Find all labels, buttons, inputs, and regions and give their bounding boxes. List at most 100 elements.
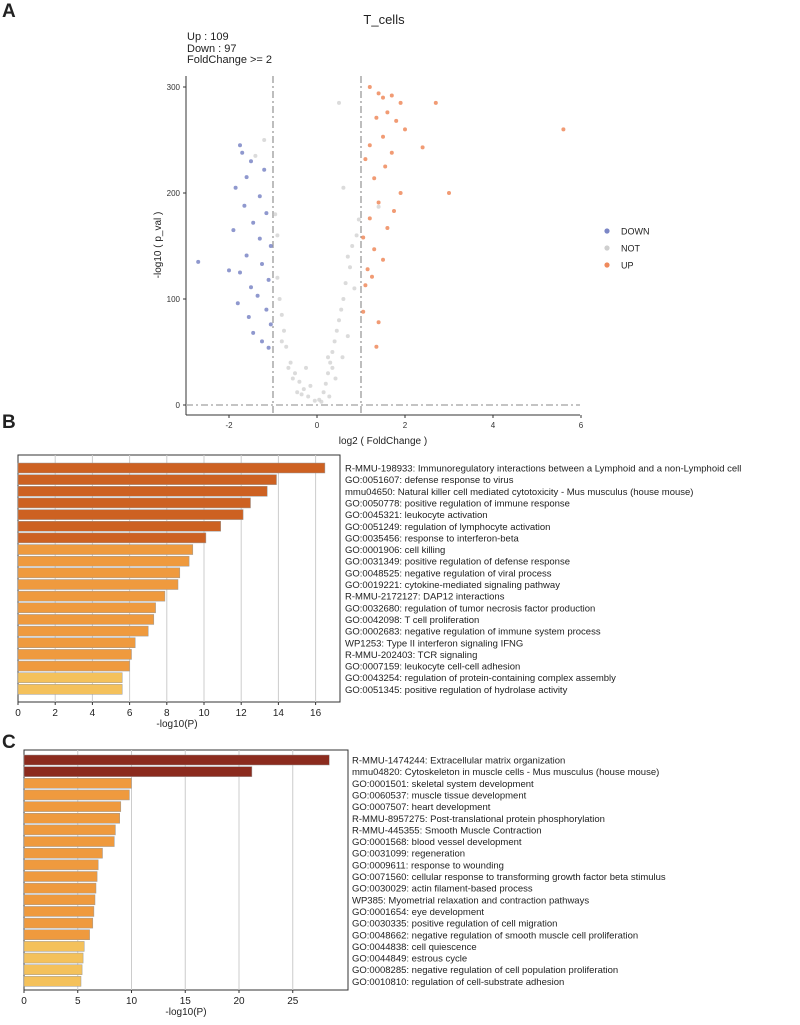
bar-c-bar xyxy=(23,836,115,847)
volcano-point-down xyxy=(242,203,247,208)
volcano-point-up xyxy=(363,157,368,162)
volcano-point-not xyxy=(334,328,339,333)
volcano-point-up xyxy=(385,110,390,115)
volcano-point-not xyxy=(279,339,284,344)
volcano-point-up xyxy=(376,320,381,325)
volcano-point-not xyxy=(339,307,344,312)
bar-c-bar xyxy=(23,859,99,871)
volcano-info: Up : 109 Down : 97 FoldChange >= 2 xyxy=(187,31,272,67)
volcano-point-not xyxy=(308,383,313,388)
volcano-point-up xyxy=(374,115,379,120)
volcano-point-not xyxy=(350,244,355,248)
volcano-point-not xyxy=(354,233,359,238)
volcano-point-not xyxy=(337,318,341,323)
legend-label-not: NOT xyxy=(621,244,641,254)
bar-c-x-tick-label: 0 xyxy=(21,996,27,1007)
volcano-point-down xyxy=(268,244,273,248)
bar-c-term-label: GO:0008285: negative regulation of cell … xyxy=(352,965,618,976)
volcano-point-up xyxy=(403,127,407,132)
bar-c-term-label: GO:0010810: regulation of cell-substrate… xyxy=(352,977,564,988)
bar-b-bar xyxy=(17,614,155,625)
bar-b-bar xyxy=(17,602,156,614)
volcano-point-down xyxy=(257,236,262,241)
bar-c-term-label: GO:0044838: cell quiescence xyxy=(352,942,477,953)
volcano-point-down xyxy=(249,159,253,164)
volcano-point-up xyxy=(447,191,451,195)
volcano-point-down xyxy=(264,211,269,216)
volcano-point-up xyxy=(385,226,390,230)
volcano-point-up xyxy=(370,274,374,279)
bar-c-term-label: mmu04820: Cytoskeleton in muscle cells -… xyxy=(352,767,659,778)
bar-b-term-label: GO:0002683: negative regulation of immun… xyxy=(345,627,601,638)
volcano-point-down xyxy=(238,143,242,148)
volcano-point-down xyxy=(262,167,267,172)
bar-c-term-label: R-MMU-445355: Smooth Muscle Contraction xyxy=(352,825,542,836)
volcano-point-not xyxy=(273,212,278,217)
volcano-point-up xyxy=(389,150,394,155)
volcano-point-not xyxy=(345,254,350,259)
volcano-point-not xyxy=(286,365,291,370)
bar-b-x-tick-label: 4 xyxy=(90,708,96,719)
bar-b-bar xyxy=(17,625,149,637)
bar-b-term-label: GO:0051607: defense response to virus xyxy=(345,475,514,486)
bar-c-bar xyxy=(23,766,253,777)
volcano-point-not xyxy=(319,399,324,404)
volcano-point-down xyxy=(244,175,249,180)
bar-b-bar xyxy=(17,555,190,567)
volcano-y-label: -log10 ( p_val ) xyxy=(153,212,164,279)
volcano-point-down xyxy=(268,322,273,327)
volcano-point-not xyxy=(337,100,341,105)
bar-c-bar xyxy=(23,929,90,940)
volcano-point-up xyxy=(398,100,403,105)
volcano-point-down xyxy=(235,301,240,306)
bar-b-term-label: R-MMU-202403: TCR signaling xyxy=(345,650,477,661)
volcano-point-up xyxy=(363,283,368,288)
legend-label-up: UP xyxy=(621,261,634,271)
volcano-point-up xyxy=(420,145,425,150)
volcano-point-not xyxy=(253,153,258,158)
volcano-x-tick-label: 4 xyxy=(491,421,496,430)
volcano-point-up xyxy=(381,257,385,262)
bar-c-bar xyxy=(23,906,95,917)
bar-b-bar xyxy=(17,474,277,485)
bar-b-term-label: GO:0001906: cell killing xyxy=(345,545,445,556)
bar-b-term-label: WP1253: Type II interferon signaling IFN… xyxy=(345,638,523,649)
bar-c-bar xyxy=(23,952,84,964)
bar-b-x-tick-label: 14 xyxy=(273,708,285,719)
volcano-x-tick-label: -2 xyxy=(225,421,233,430)
bar-b-bar xyxy=(17,637,136,648)
volcano-y-tick-label: 200 xyxy=(167,189,181,198)
legend-marker-up xyxy=(604,262,610,268)
volcano-point-not xyxy=(275,233,280,238)
bar-b-term-label: GO:0045321: leukocyte activation xyxy=(345,510,488,521)
bar-c-term-label: WP385: Myometrial relaxation and contrac… xyxy=(352,895,589,906)
bar-c-term-label: GO:0060537: muscle tissue development xyxy=(352,790,527,801)
volcano-point-up xyxy=(381,134,385,139)
volcano-point-up xyxy=(433,100,438,105)
bar-c-term-label: GO:0044849: estrous cycle xyxy=(352,954,467,965)
bar-c-x-tick-label: 20 xyxy=(233,996,245,1007)
bar-c-term-label: GO:0009611: response to wounding xyxy=(352,860,504,871)
volcano-point-not xyxy=(282,328,286,333)
bar-c-term-label: GO:0048662: negative regulation of smoot… xyxy=(352,930,638,941)
bar-b-term-label: GO:0007159: leukocyte cell-cell adhesion xyxy=(345,662,520,673)
volcano-point-not xyxy=(323,381,328,386)
volcano-point-not xyxy=(356,217,361,222)
volcano-point-not xyxy=(297,379,302,384)
volcano-point-not xyxy=(328,360,333,365)
bar-c-term-label: GO:0031099: regeneration xyxy=(352,849,465,860)
bar-b-term-label: GO:0043254: regulation of protein-contai… xyxy=(345,673,616,684)
bar-c-term-label: GO:0030029: actin filament-based process xyxy=(352,884,533,895)
volcano-point-down xyxy=(266,345,271,350)
bar-b-term-label: GO:0032680: regulation of tumor necrosis… xyxy=(345,603,595,614)
bar-c-x-tick-label: 25 xyxy=(287,996,299,1007)
volcano-x-label: log2 ( FoldChange ) xyxy=(339,436,427,447)
bar-b-bar xyxy=(17,672,123,683)
volcano-point-not xyxy=(345,334,350,339)
bar-c-bar xyxy=(23,964,83,975)
bar-c-term-label: GO:0007507: heart development xyxy=(352,802,491,813)
bar-c-term-label: GO:0030335: positive regulation of cell … xyxy=(352,919,557,930)
volcano-point-up xyxy=(394,118,399,123)
bar-c-term-label: GO:0001654: eye development xyxy=(352,907,484,918)
